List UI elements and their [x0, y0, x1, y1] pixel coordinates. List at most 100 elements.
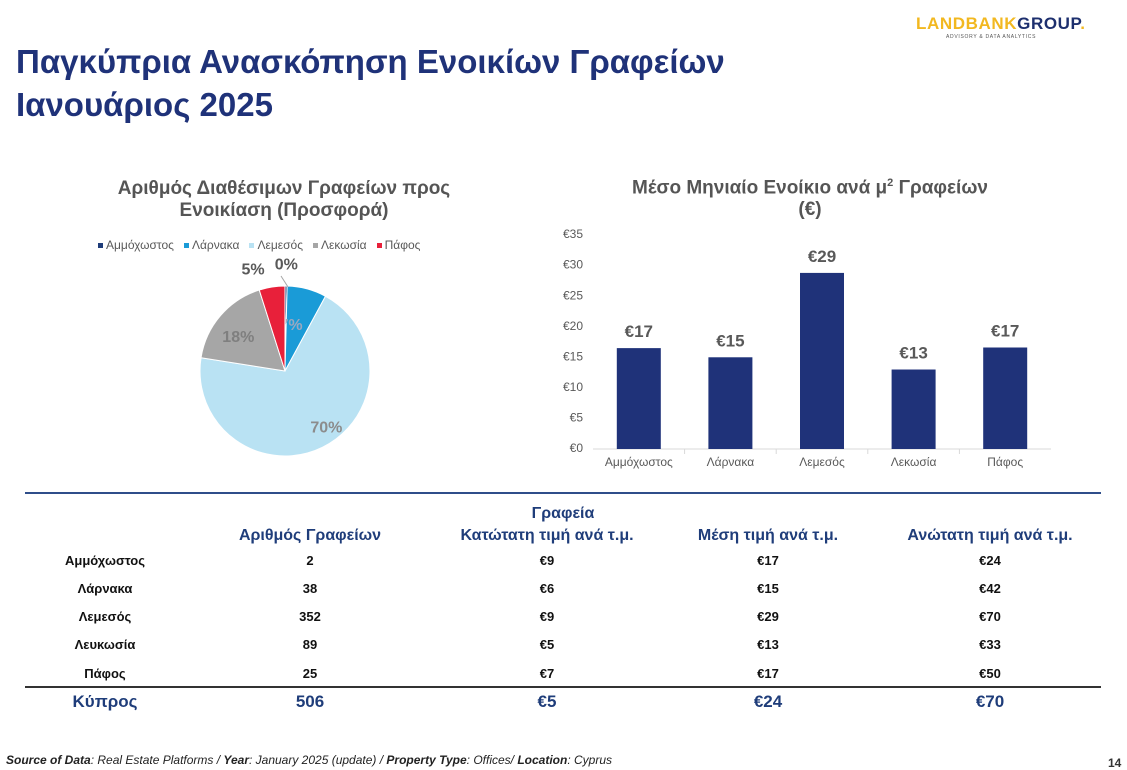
footer-type-value: : Offices/: [466, 753, 518, 767]
legend-label: Αμμόχωστος: [106, 238, 174, 252]
pie-title-line-2: Ενοικίαση (Προσφορά): [179, 200, 389, 221]
pie-chart: 0%7%70%18%5%: [199, 257, 371, 457]
total-cell: 506: [295, 692, 325, 711]
page-number: 14: [1108, 756, 1122, 770]
total-cell: €24: [753, 692, 783, 711]
table-top-rule: [25, 492, 1101, 494]
pie-slice-5: [258, 285, 286, 372]
table-cell: €13: [757, 637, 779, 652]
table-cell: €9: [539, 553, 555, 568]
table-cell: €17: [757, 666, 779, 681]
total-cell: €70: [975, 692, 1005, 711]
legend-label: Πάφος: [384, 238, 421, 252]
pie-slice-label: 5%: [242, 262, 265, 279]
bar-title-line-1: Μέσο Μηνιαίο Ενοίκιο ανά μ2 Γραφείων: [590, 172, 1030, 199]
bar-title-tail: Γραφείων: [893, 177, 988, 199]
pie-title-line-1: Αριθμός Διαθέσιμων Γραφείων προς: [117, 178, 451, 199]
logo-tagline: ADVISORY & DATA ANALYTICS: [946, 34, 1037, 40]
pie-legend: Αμμόχωστος Λάρνακα Λεμεσός Λεκωσία Πάφος: [98, 238, 420, 252]
table-cell: €42: [979, 581, 1001, 596]
table-cell: €5: [539, 637, 555, 652]
table-cell: €17: [757, 553, 779, 568]
table-cell: 25: [302, 666, 318, 681]
table-cell: €29: [757, 609, 779, 624]
x-tick-label: Πάφος: [987, 455, 1023, 469]
row-label: Λευκωσία: [74, 637, 136, 652]
table-cell: €70: [979, 609, 1001, 624]
legend-label: Λεμεσός: [257, 238, 303, 252]
legend-swatch: [312, 242, 318, 248]
page-subtitle: Ιανουάριος 2025: [16, 86, 273, 123]
pie-slice-label: 70%: [310, 419, 342, 436]
total-cell: €5: [537, 692, 557, 711]
legend-swatch: [183, 242, 189, 248]
table-cell: €33: [979, 637, 1001, 652]
bar: [891, 369, 936, 449]
bar-title-main: Μέσο Μηνιαίο Ενοίκιο ανά μ: [632, 177, 888, 199]
legend-item: Λάρνακα: [183, 238, 240, 252]
legend-label: Λεκωσία: [320, 238, 367, 252]
legend-swatch: [249, 242, 255, 248]
footer-year-value: : January 2025 (update) /: [248, 753, 387, 767]
bar: [983, 347, 1028, 449]
column-header-count: Αριθμός Γραφείων: [238, 527, 382, 544]
row-label: Λεμεσός: [78, 609, 132, 624]
table-cell: 38: [302, 581, 318, 596]
page-title: Παγκύπρια Ανασκόπηση Ενοικίων Γραφείων: [16, 43, 725, 80]
landbank-logo: LANDBANKGROUP. ADVISORY & DATA ANALYTICS: [916, 14, 1116, 42]
legend-swatch: [376, 242, 382, 248]
table-cell: €24: [979, 553, 1001, 568]
footer-source-value: : Real Estate Platforms /: [90, 753, 224, 767]
footer-location-value: : Cyprus: [567, 753, 613, 767]
x-tick-label: Λεμεσός: [799, 455, 845, 469]
pie-slice-label: 0%: [275, 257, 298, 274]
footer-source-label: Source of Data: [6, 753, 91, 767]
y-tick-label: €20: [563, 319, 583, 333]
row-label: Πάφος: [84, 666, 126, 681]
legend-item: Αμμόχωστος: [98, 238, 174, 252]
bar-value-label: €17: [625, 322, 653, 341]
footer-location-label: Location: [517, 753, 568, 767]
y-tick-label: €35: [563, 227, 583, 241]
legend-item: Λεκωσία: [312, 238, 367, 252]
bar-title-superscript: 2: [887, 177, 894, 189]
y-tick-label: €30: [563, 258, 583, 272]
table-cell: 2: [306, 553, 314, 568]
column-header-min-price: Κατώτατη τιμή ανά τ.μ.: [460, 527, 634, 544]
footer-source: Source of Data: Real Estate Platforms / …: [6, 753, 612, 767]
table-bottom-rule: [25, 686, 1101, 688]
bar: [708, 357, 753, 449]
logo-word-landbank: LANDBANK: [916, 14, 1018, 33]
row-label: Αμμόχωστος: [65, 553, 145, 568]
table-cell: €50: [979, 666, 1001, 681]
bar-value-label: €15: [716, 331, 744, 350]
bar-title-line-2: (€): [798, 199, 822, 221]
footer-year-label: Year: [223, 753, 249, 767]
bar-chart-title: Μέσο Μηνιαίο Ενοίκιο ανά μ2 Γραφείων (€): [590, 172, 1030, 221]
y-tick-label: €5: [570, 411, 584, 425]
pie-chart-title: Αριθμός Διαθέσιμων Γραφείων προς Ενοικία…: [74, 178, 494, 222]
legend-label: Λάρνακα: [191, 238, 240, 252]
y-tick-label: €0: [570, 441, 584, 455]
pie-leader-line: [280, 275, 289, 288]
table-cell: €9: [539, 609, 555, 624]
bar-value-label: €17: [991, 322, 1019, 341]
y-tick-label: €10: [563, 380, 583, 394]
y-tick-label: €25: [563, 288, 583, 302]
pie-slice-label: 18%: [222, 329, 254, 346]
logo-wordmark: LANDBANKGROUP.: [916, 14, 1086, 34]
table-group-header: Γραφεία: [531, 505, 595, 522]
footer-type-label: Property Type: [386, 753, 467, 767]
table-cell: €15: [757, 581, 779, 596]
logo-word-group: GROUP: [1017, 14, 1081, 33]
logo-dot: .: [1080, 14, 1086, 33]
legend-swatch: [98, 242, 103, 248]
bar: [800, 272, 844, 449]
x-tick-label: Λεκωσία: [891, 455, 937, 469]
bar-value-label: €13: [899, 344, 927, 363]
column-header-max-price: Ανώτατη τιμή ανά τ.μ.: [907, 527, 1073, 544]
pie-slice-3: [199, 295, 371, 457]
legend-item: Πάφος: [376, 238, 421, 252]
x-tick-label: Αμμόχωστος: [605, 455, 673, 469]
total-row-label: Κύπρος: [72, 692, 138, 711]
